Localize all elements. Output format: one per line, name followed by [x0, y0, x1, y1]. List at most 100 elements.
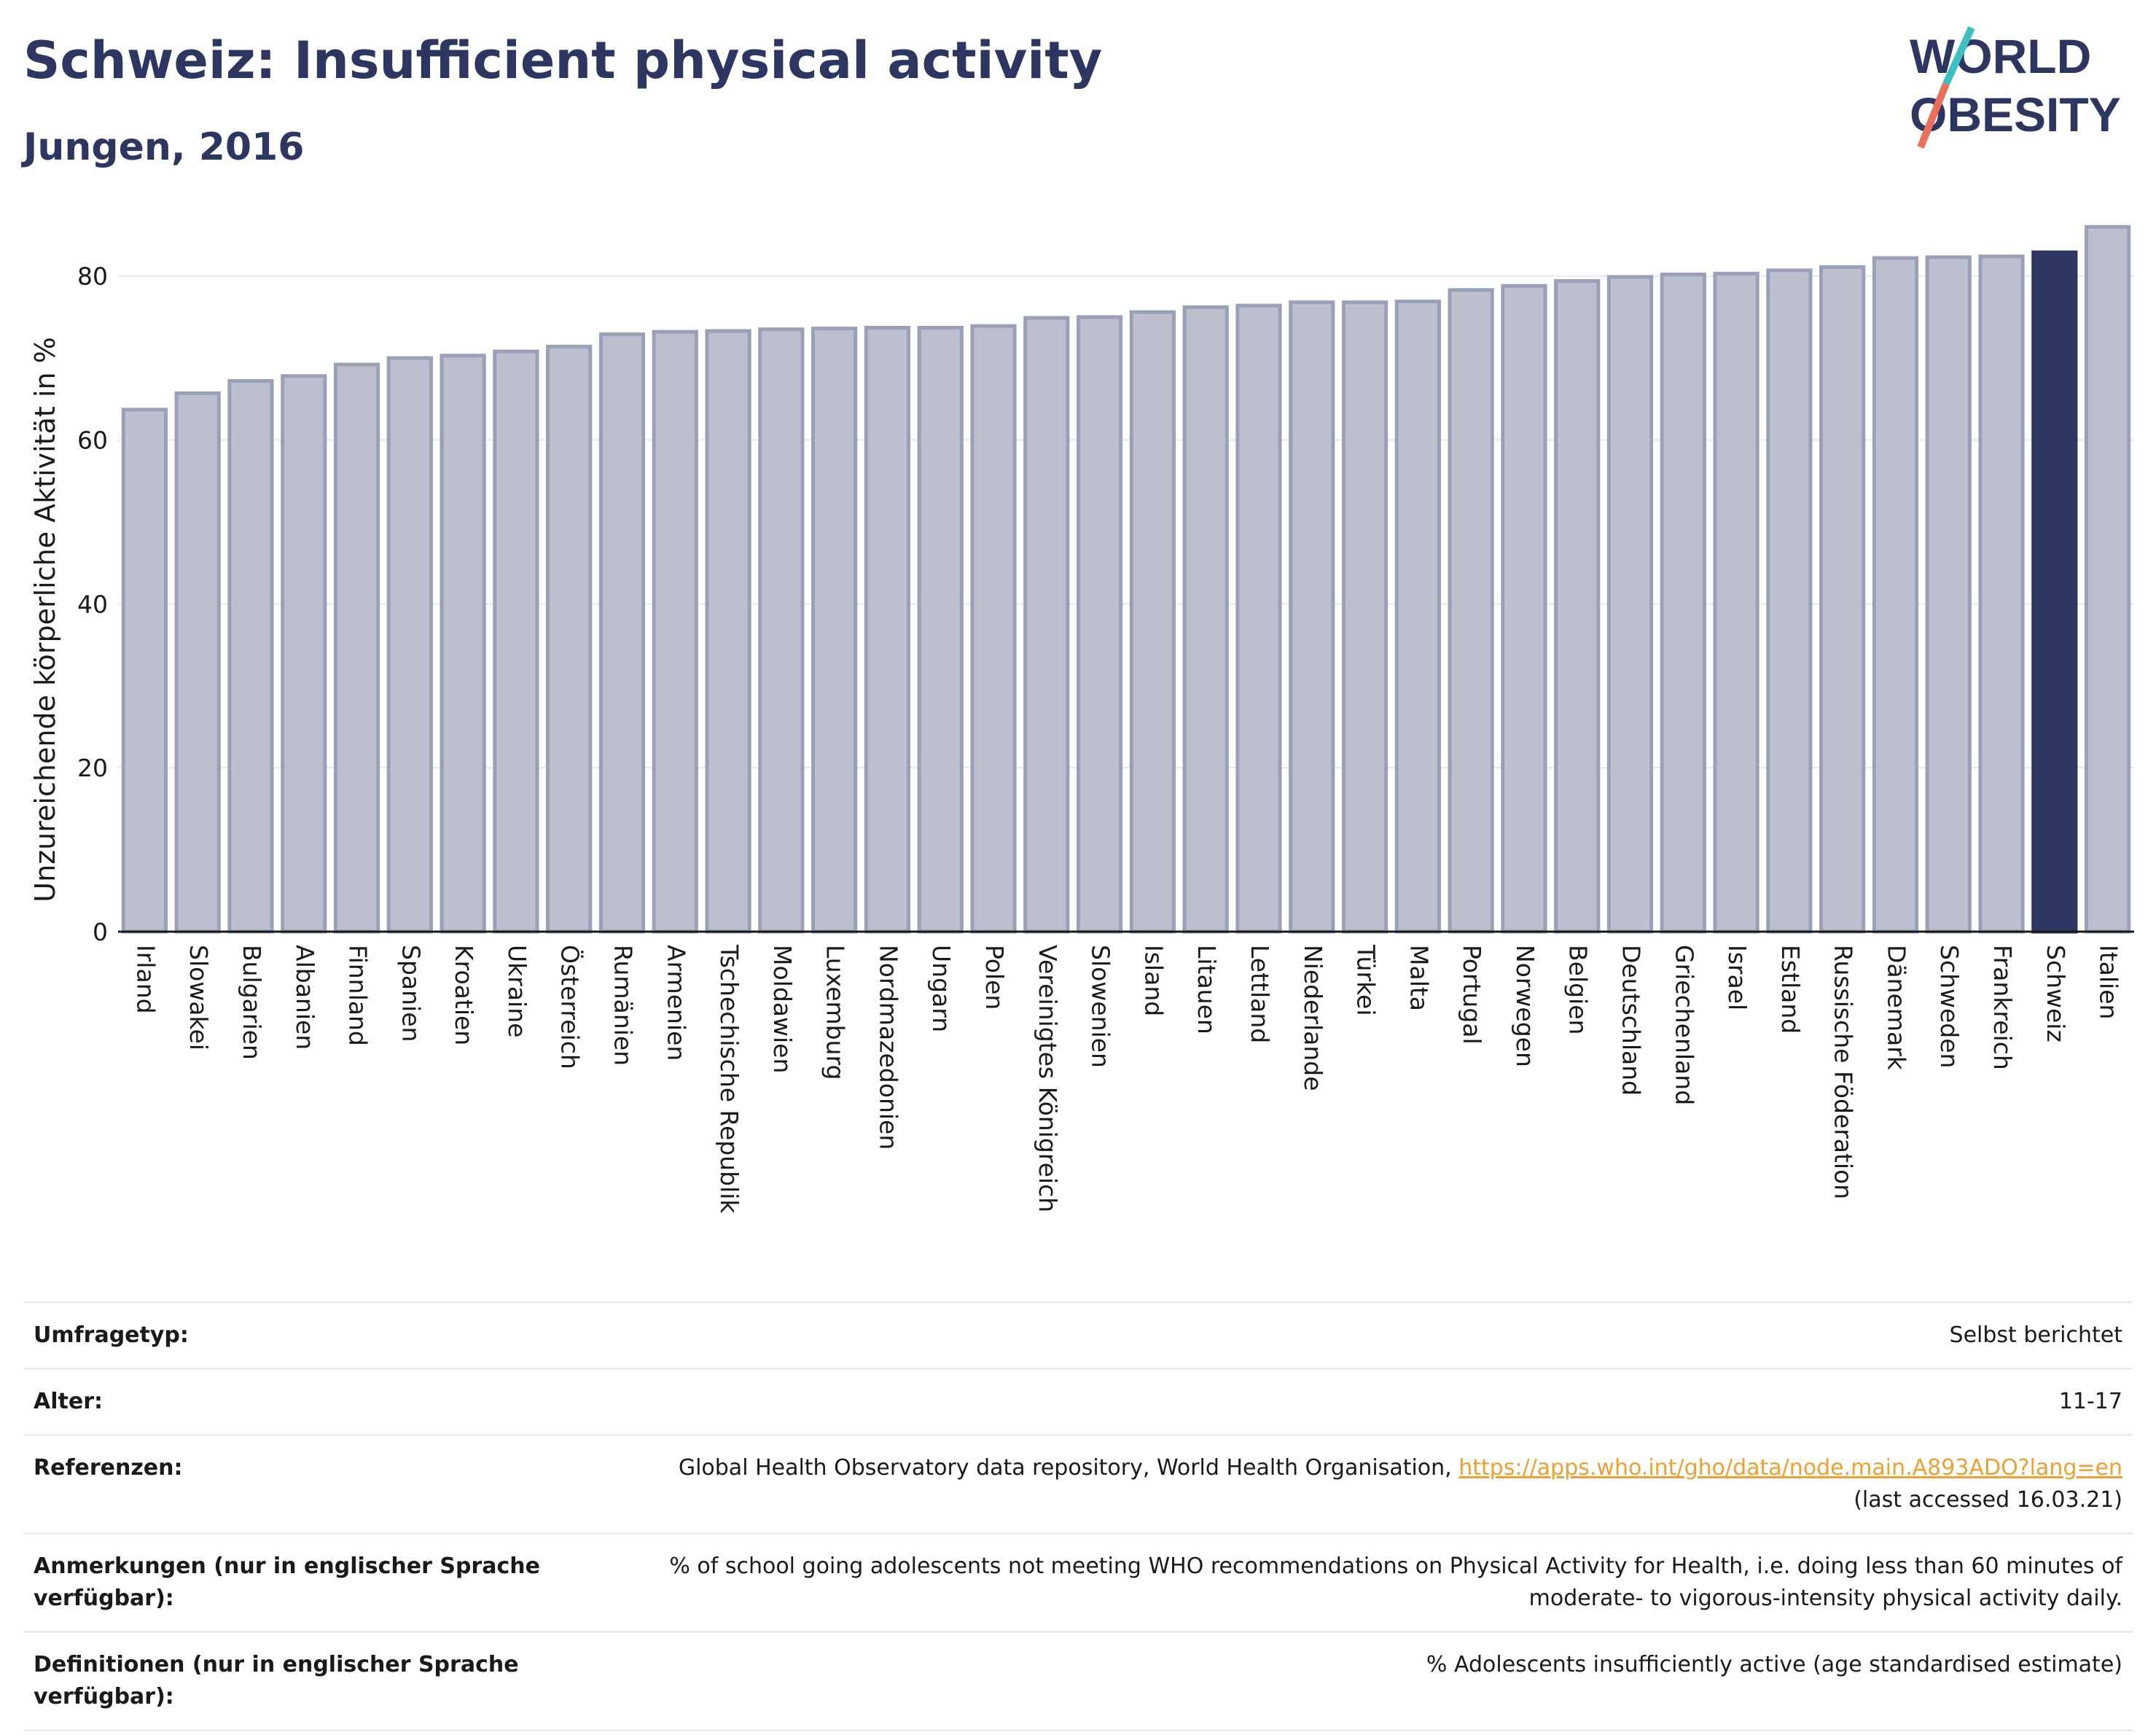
bar-tschechische-republik[interactable] [705, 329, 751, 934]
y-tick-label: 60 [77, 426, 108, 455]
bar-slowakei[interactable] [174, 391, 221, 934]
info-row: Alter: 11-17 [23, 1368, 2133, 1434]
info-row: Definitionen (nur in englischer Sprache … [23, 1631, 2133, 1731]
x-tick-label: Litauen [1192, 945, 1221, 1034]
info-row: Umfragetyp: Selbst berichtet [23, 1301, 2133, 1368]
logo-text-world: WORLD [1910, 29, 2091, 83]
x-tick-label: Bulgarien [238, 945, 266, 1060]
bars [121, 225, 2131, 934]
info-value: % of school going adolescents not meetin… [669, 1553, 2122, 1611]
x-tick-label: Norwegen [1511, 945, 1539, 1067]
bar-russische-föderation[interactable] [1819, 265, 1866, 934]
bar-spanien[interactable] [386, 356, 433, 934]
x-tick-label: Ungarn [927, 945, 956, 1032]
bar-moldawien[interactable] [758, 327, 805, 934]
info-label: Alter: [34, 1389, 103, 1414]
y-tick-label: 20 [77, 754, 108, 782]
bar-norwegen[interactable] [1501, 284, 1547, 934]
info-label: Referenzen: [34, 1455, 183, 1481]
x-tick-label: Estland [1776, 945, 1805, 1034]
x-tick-label: Nordmazedonien [874, 945, 902, 1150]
bar-belgien[interactable] [1554, 278, 1601, 934]
bar-bulgarien[interactable] [227, 379, 274, 934]
bar-armenien[interactable] [652, 330, 698, 934]
x-ticks: Irland Slowakei Bulgarien Albanien Finnland S… [131, 944, 2122, 1214]
bar-ungarn[interactable] [917, 326, 964, 934]
x-tick-label: Griechenland [1670, 945, 1698, 1105]
bar-irland[interactable] [121, 408, 168, 934]
bar-frankreich[interactable] [1978, 254, 2025, 934]
bar-rumänien[interactable] [598, 332, 646, 934]
x-tick-label: Kroatien [450, 945, 478, 1045]
y-ticks: 0 20 40 60 80 [77, 262, 108, 946]
info-label: Umfragetyp: [34, 1322, 189, 1348]
reference-link[interactable]: https://apps.who.int/gho/data/node.main.… [1458, 1455, 2122, 1481]
bar-luxemburg[interactable] [811, 327, 858, 934]
x-tick-label: Portugal [1458, 945, 1486, 1045]
x-tick-label: Spanien [397, 945, 425, 1042]
bar-island[interactable] [1129, 310, 1176, 934]
x-tick-label: Irland [131, 945, 160, 1014]
bar-türkei[interactable] [1341, 300, 1388, 934]
x-tick-label: Slowakei [184, 945, 213, 1050]
x-tick-label: Frankreich [1988, 945, 2017, 1070]
x-tick-label: Luxemburg [821, 945, 850, 1080]
chart-subtitle: Jungen, 2016 [23, 125, 305, 169]
reference-accessed: (last accessed 16.03.21) [1854, 1487, 2122, 1513]
x-tick-label: Moldawien [768, 945, 797, 1073]
bar-nordmazedonien[interactable] [864, 326, 911, 934]
chart-title: Schweiz: Insufficient physical activity [23, 31, 1103, 90]
bar-deutschland[interactable] [1606, 275, 1654, 934]
bar-slowenien[interactable] [1076, 315, 1123, 934]
logo-slash-coral [1917, 82, 1950, 149]
bar-litauen[interactable] [1182, 305, 1229, 934]
bar-vereinigtes-königreich[interactable] [1023, 316, 1070, 934]
y-tick-label: 80 [77, 262, 108, 291]
x-tick-label: Schweden [1935, 945, 1964, 1068]
x-tick-label: Armenien [662, 945, 690, 1061]
x-tick-label: Ukraine [503, 945, 531, 1037]
info-label: Definitionen (nur in englischer Sprache … [34, 1652, 519, 1709]
x-tick-label: Tschechische Republik [715, 944, 743, 1214]
x-tick-label: Vereinigtes Königreich [1034, 945, 1062, 1212]
x-tick-label: Italien [2095, 945, 2123, 1019]
info-value: Selbst berichtet [1949, 1322, 2122, 1348]
bar-niederlande[interactable] [1289, 300, 1335, 934]
x-tick-label: Österreich [556, 945, 585, 1069]
x-tick-label: Lettland [1246, 945, 1274, 1043]
bar-dänemark[interactable] [1872, 256, 1919, 934]
y-tick-label: 40 [77, 590, 108, 618]
info-value: % Adolescents insufficiently active (age… [1426, 1652, 2122, 1677]
x-tick-label: Albanien [291, 945, 319, 1050]
bar-malta[interactable] [1394, 300, 1441, 934]
info-table: Umfragetyp: Selbst berichtet Alter: 11-17 Re… [23, 1301, 2133, 1731]
info-label: Anmerkungen (nur in englischer Sprache v… [34, 1553, 540, 1611]
x-tick-label: Slowenien [1087, 945, 1115, 1068]
logo-slash-teal [1942, 26, 1975, 86]
bar-schweiz[interactable] [2031, 250, 2078, 934]
bar-kroatien[interactable] [440, 354, 486, 934]
x-tick-label: Island [1139, 945, 1168, 1016]
bar-ukraine[interactable] [493, 349, 539, 934]
x-tick-label: Deutschland [1617, 945, 1646, 1096]
bar-albanien[interactable] [281, 374, 327, 934]
y-axis-label: Unzureichende körperliche Aktivität in % [29, 337, 61, 902]
bar-österreich[interactable] [546, 344, 593, 934]
x-tick-label: Belgien [1564, 945, 1593, 1034]
bar-lettland[interactable] [1235, 303, 1282, 934]
x-tick-label: Polen [980, 945, 1009, 1010]
bar-italien[interactable] [2084, 225, 2131, 934]
info-row: Referenzen: Global Health Observatory dat… [23, 1434, 2133, 1532]
bar-estland[interactable] [1766, 268, 1813, 934]
info-value: 11-17 [2058, 1389, 2122, 1414]
x-tick-label: Rumänien [609, 945, 638, 1066]
bar-griechenland[interactable] [1660, 272, 1706, 934]
bar-polen[interactable] [970, 324, 1017, 934]
y-tick-label: 0 [93, 918, 108, 946]
bar-schweden[interactable] [1925, 255, 1972, 934]
bar-portugal[interactable] [1448, 288, 1494, 934]
x-tick-label: Schweiz [2042, 945, 2070, 1042]
x-tick-label: Niederlande [1299, 945, 1327, 1091]
bar-israel[interactable] [1713, 271, 1759, 934]
bar-finnland[interactable] [333, 362, 380, 934]
